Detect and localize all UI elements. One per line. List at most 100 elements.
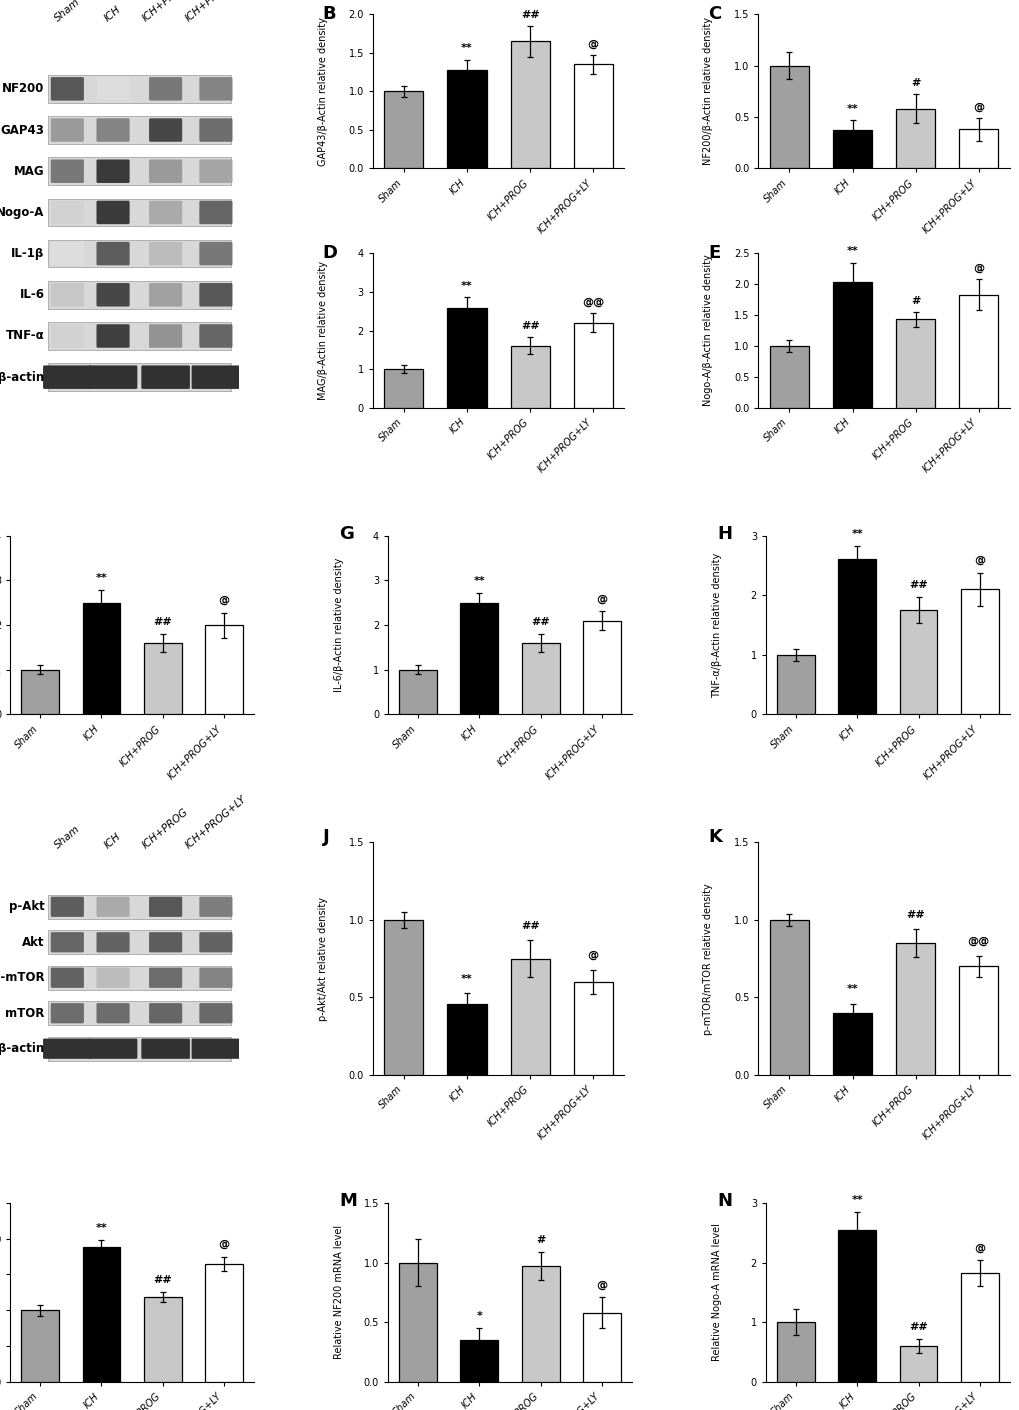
Bar [511, 41, 549, 168]
FancyBboxPatch shape [97, 1003, 129, 1024]
Bar [582, 620, 621, 715]
Bar [205, 625, 243, 715]
Y-axis label: Nogo-A/β-Actin relative density: Nogo-A/β-Actin relative density [702, 255, 712, 406]
Text: Sham: Sham [53, 0, 82, 23]
FancyBboxPatch shape [149, 1003, 182, 1024]
FancyBboxPatch shape [149, 159, 182, 183]
FancyBboxPatch shape [51, 967, 84, 988]
Text: H: H [716, 525, 732, 543]
Text: G: G [339, 525, 354, 543]
Text: C: C [707, 4, 720, 23]
Text: Akt: Akt [22, 936, 45, 949]
Text: IL-1β: IL-1β [11, 247, 45, 259]
Bar [205, 1263, 243, 1382]
FancyBboxPatch shape [48, 1036, 230, 1060]
FancyBboxPatch shape [199, 118, 232, 142]
Text: @@: @@ [582, 298, 604, 307]
Bar [511, 959, 549, 1074]
FancyBboxPatch shape [97, 78, 129, 100]
Bar [521, 1266, 559, 1382]
FancyBboxPatch shape [48, 116, 230, 144]
Bar [398, 670, 437, 715]
Bar [960, 1273, 998, 1382]
Text: @: @ [587, 950, 598, 960]
Text: #: # [535, 1235, 545, 1245]
Bar [769, 345, 808, 407]
FancyBboxPatch shape [192, 365, 239, 389]
Text: ICH+PROG: ICH+PROG [141, 0, 191, 23]
Bar [776, 654, 814, 715]
Text: J: J [322, 829, 329, 846]
Text: ##: ## [908, 580, 927, 589]
Bar [582, 1313, 621, 1382]
Text: @: @ [218, 1239, 229, 1249]
FancyBboxPatch shape [51, 897, 84, 916]
FancyBboxPatch shape [48, 931, 230, 955]
Text: ##: ## [153, 616, 172, 627]
Text: @: @ [972, 264, 983, 274]
FancyBboxPatch shape [199, 78, 232, 100]
Text: mTOR: mTOR [5, 1007, 45, 1019]
FancyBboxPatch shape [89, 1039, 138, 1059]
Text: @: @ [596, 594, 606, 603]
Bar [838, 560, 875, 715]
FancyBboxPatch shape [192, 1039, 239, 1059]
FancyBboxPatch shape [48, 1001, 230, 1025]
FancyBboxPatch shape [97, 118, 129, 142]
Bar [958, 966, 998, 1074]
Bar [384, 369, 423, 407]
Text: **: ** [461, 973, 473, 984]
Bar [511, 345, 549, 407]
FancyBboxPatch shape [142, 1039, 190, 1059]
Text: K: K [707, 829, 721, 846]
Text: **: ** [846, 247, 858, 257]
FancyBboxPatch shape [149, 324, 182, 348]
Text: @@: @@ [967, 936, 989, 946]
FancyBboxPatch shape [89, 365, 138, 389]
Text: NF200: NF200 [2, 82, 45, 96]
FancyBboxPatch shape [149, 283, 182, 306]
FancyBboxPatch shape [48, 240, 230, 268]
Text: **: ** [851, 529, 862, 539]
FancyBboxPatch shape [199, 243, 232, 265]
Text: **: ** [461, 44, 473, 54]
FancyBboxPatch shape [51, 78, 84, 100]
Y-axis label: TNF-α/β-Actin relative density: TNF-α/β-Actin relative density [711, 553, 721, 698]
Bar [573, 323, 612, 407]
FancyBboxPatch shape [149, 118, 182, 142]
Text: p-mTOR: p-mTOR [0, 971, 45, 984]
Y-axis label: Relative Nogo-A mRNA level: Relative Nogo-A mRNA level [711, 1224, 721, 1361]
Text: IL-6: IL-6 [19, 288, 45, 302]
Bar [447, 309, 486, 407]
FancyBboxPatch shape [97, 283, 129, 306]
Bar [769, 919, 808, 1074]
FancyBboxPatch shape [97, 243, 129, 265]
Bar [21, 1310, 59, 1382]
FancyBboxPatch shape [51, 159, 84, 183]
FancyBboxPatch shape [199, 1003, 232, 1024]
FancyBboxPatch shape [149, 932, 182, 952]
Text: β-actin: β-actin [0, 371, 45, 384]
Bar [833, 1012, 871, 1074]
FancyBboxPatch shape [48, 75, 230, 103]
Bar [899, 611, 936, 715]
FancyBboxPatch shape [51, 324, 84, 348]
Y-axis label: MAG/β-Actin relative density: MAG/β-Actin relative density [317, 261, 327, 400]
Bar [960, 589, 998, 715]
FancyBboxPatch shape [48, 364, 230, 391]
FancyBboxPatch shape [51, 243, 84, 265]
Text: Nogo-A: Nogo-A [0, 206, 45, 219]
Text: @: @ [596, 1280, 606, 1290]
Text: ICH: ICH [103, 4, 123, 23]
Bar [833, 130, 871, 168]
Text: @: @ [972, 102, 983, 111]
Bar [21, 670, 59, 715]
Text: MAG: MAG [14, 165, 45, 178]
Bar [144, 1297, 181, 1382]
Text: #: # [910, 296, 919, 306]
Text: GAP43: GAP43 [1, 124, 45, 137]
Text: ##: ## [153, 1275, 172, 1285]
FancyBboxPatch shape [48, 321, 230, 350]
FancyBboxPatch shape [51, 1003, 84, 1024]
Y-axis label: p-mTOR/mTOR relative density: p-mTOR/mTOR relative density [702, 883, 712, 1035]
